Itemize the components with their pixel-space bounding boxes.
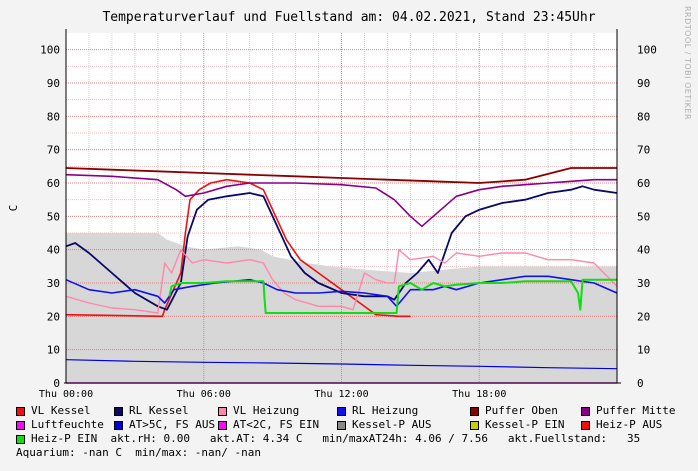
legend-swatch bbox=[114, 406, 123, 416]
legend-item: AT>5C, FS AUS bbox=[114, 418, 218, 432]
legend-label: Luftfeuchte bbox=[31, 418, 104, 431]
series-line bbox=[65, 178, 411, 318]
y-tick-label-left: 0 bbox=[53, 377, 60, 390]
y-tick-label-right: 10 bbox=[637, 344, 650, 357]
x-tick-label: Thu 18:00 bbox=[452, 389, 506, 400]
legend-item: Luftfeuchte bbox=[16, 418, 114, 432]
y-tick-label-right: 50 bbox=[637, 210, 650, 223]
series-line bbox=[65, 248, 618, 314]
rrdtool-watermark: RRDTOOL / TOBI OETIKER bbox=[683, 6, 692, 121]
legend: VL Kessel RL Kessel VL Heizung RL Heizung Pu… bbox=[16, 404, 696, 460]
legend-label: RL Heizung bbox=[352, 404, 419, 417]
legend-item: RL Kessel bbox=[114, 404, 218, 418]
legend-label: Kessel-P EIN bbox=[485, 418, 565, 431]
legend-label: VL Heizung bbox=[233, 404, 300, 417]
series-line bbox=[65, 167, 617, 184]
y-tick-label-right: 60 bbox=[637, 177, 650, 190]
y-tick-label-left: 100 bbox=[40, 44, 60, 57]
y-axis-label: C bbox=[7, 205, 20, 212]
legend-item: AT<2C, FS EIN bbox=[218, 418, 337, 432]
legend-swatch bbox=[337, 420, 346, 430]
legend-item: Puffer Oben bbox=[470, 404, 581, 418]
legend-label: Kessel-P AUS bbox=[352, 418, 432, 431]
rrd-chart: 0 0 10 10 20 20 30 30 40 40 50 50 60 60 70 70 80 80 90 90 10… bbox=[7, 10, 657, 400]
legend-swatch bbox=[337, 406, 346, 416]
legend-item: Puffer Mitte bbox=[581, 404, 696, 418]
series-line bbox=[168, 278, 617, 314]
x-tick-label: Thu 12:00 bbox=[314, 389, 368, 400]
legend-label: RL Kessel bbox=[129, 404, 189, 417]
legend-row-3: Heiz-P EIN akt.rH: 0.00 akt.AT: 4.34 C m… bbox=[16, 432, 696, 446]
legend-swatch bbox=[16, 406, 25, 416]
legend-label: Puffer Mitte bbox=[596, 404, 676, 417]
legend-swatch bbox=[16, 420, 25, 430]
legend-item: Heiz-P EIN bbox=[16, 432, 97, 446]
y-tick-label-right: 30 bbox=[637, 277, 650, 290]
y-tick-label-left: 80 bbox=[47, 110, 60, 123]
legend-swatch bbox=[470, 420, 479, 430]
y-tick-label-right: 20 bbox=[637, 310, 650, 323]
legend-item: RL Heizung bbox=[337, 404, 470, 418]
series-line bbox=[65, 359, 618, 370]
series-line bbox=[65, 173, 617, 228]
y-tick-label-right: 40 bbox=[637, 244, 650, 257]
y-tick-label-left: 20 bbox=[47, 310, 60, 323]
legend-label: AT<2C, FS EIN bbox=[233, 418, 320, 431]
legend-item: VL Kessel bbox=[16, 404, 114, 418]
y-tick-label-left: 10 bbox=[47, 344, 60, 357]
y-tick-label-left: 30 bbox=[47, 277, 60, 290]
series-line bbox=[65, 275, 618, 308]
legend-label: AT>5C, FS AUS bbox=[129, 418, 216, 431]
series-line bbox=[65, 185, 618, 311]
legend-label: Puffer Oben bbox=[485, 404, 558, 417]
y-tick-label-right: 0 bbox=[637, 377, 644, 390]
legend-row-4: Aquarium: -nan C min/max: -nan/ -nan bbox=[16, 446, 696, 460]
legend-swatch bbox=[470, 406, 479, 416]
legend-item: VL Heizung bbox=[218, 404, 337, 418]
legend-swatch bbox=[218, 406, 227, 416]
legend-swatch bbox=[218, 420, 227, 430]
y-tick-label-left: 70 bbox=[47, 144, 60, 157]
legend-label: Heiz-P AUS bbox=[596, 418, 663, 431]
legend-item: Kessel-P EIN bbox=[470, 418, 581, 432]
legend-row-2: Luftfeuchte AT>5C, FS AUS AT<2C, FS EIN Kes… bbox=[16, 418, 696, 432]
legend-swatch bbox=[114, 420, 123, 430]
y-tick-label-left: 90 bbox=[47, 77, 60, 90]
legend-swatch bbox=[581, 420, 590, 430]
y-tick-label-left: 50 bbox=[47, 210, 60, 223]
x-tick-label: Thu 00:00 bbox=[39, 389, 93, 400]
legend-label: Heiz-P EIN bbox=[31, 432, 98, 445]
status-readout: akt.rH: 0.00 akt.AT: 4.34 C min/maxAT24h… bbox=[97, 432, 641, 445]
legend-swatch bbox=[16, 434, 25, 444]
x-tick-label: Thu 06:00 bbox=[177, 389, 231, 400]
legend-swatch bbox=[581, 406, 590, 416]
y-tick-label-left: 40 bbox=[47, 244, 60, 257]
y-tick-label-right: 80 bbox=[637, 110, 650, 123]
legend-label: VL Kessel bbox=[31, 404, 91, 417]
y-tick-label-left: 60 bbox=[47, 177, 60, 190]
y-tick-label-right: 70 bbox=[637, 144, 650, 157]
aquarium-readout: Aquarium: -nan C min/max: -nan/ -nan bbox=[16, 446, 262, 459]
legend-item: Heiz-P AUS bbox=[581, 418, 696, 432]
y-tick-label-right: 100 bbox=[637, 44, 657, 57]
chart-title: Temperaturverlauf und Fuellstand am: 04.… bbox=[102, 10, 595, 25]
legend-item: Kessel-P AUS bbox=[337, 418, 470, 432]
y-tick-label-right: 90 bbox=[637, 77, 650, 90]
legend-row-1: VL Kessel RL Kessel VL Heizung RL Heizung Pu… bbox=[16, 404, 696, 418]
